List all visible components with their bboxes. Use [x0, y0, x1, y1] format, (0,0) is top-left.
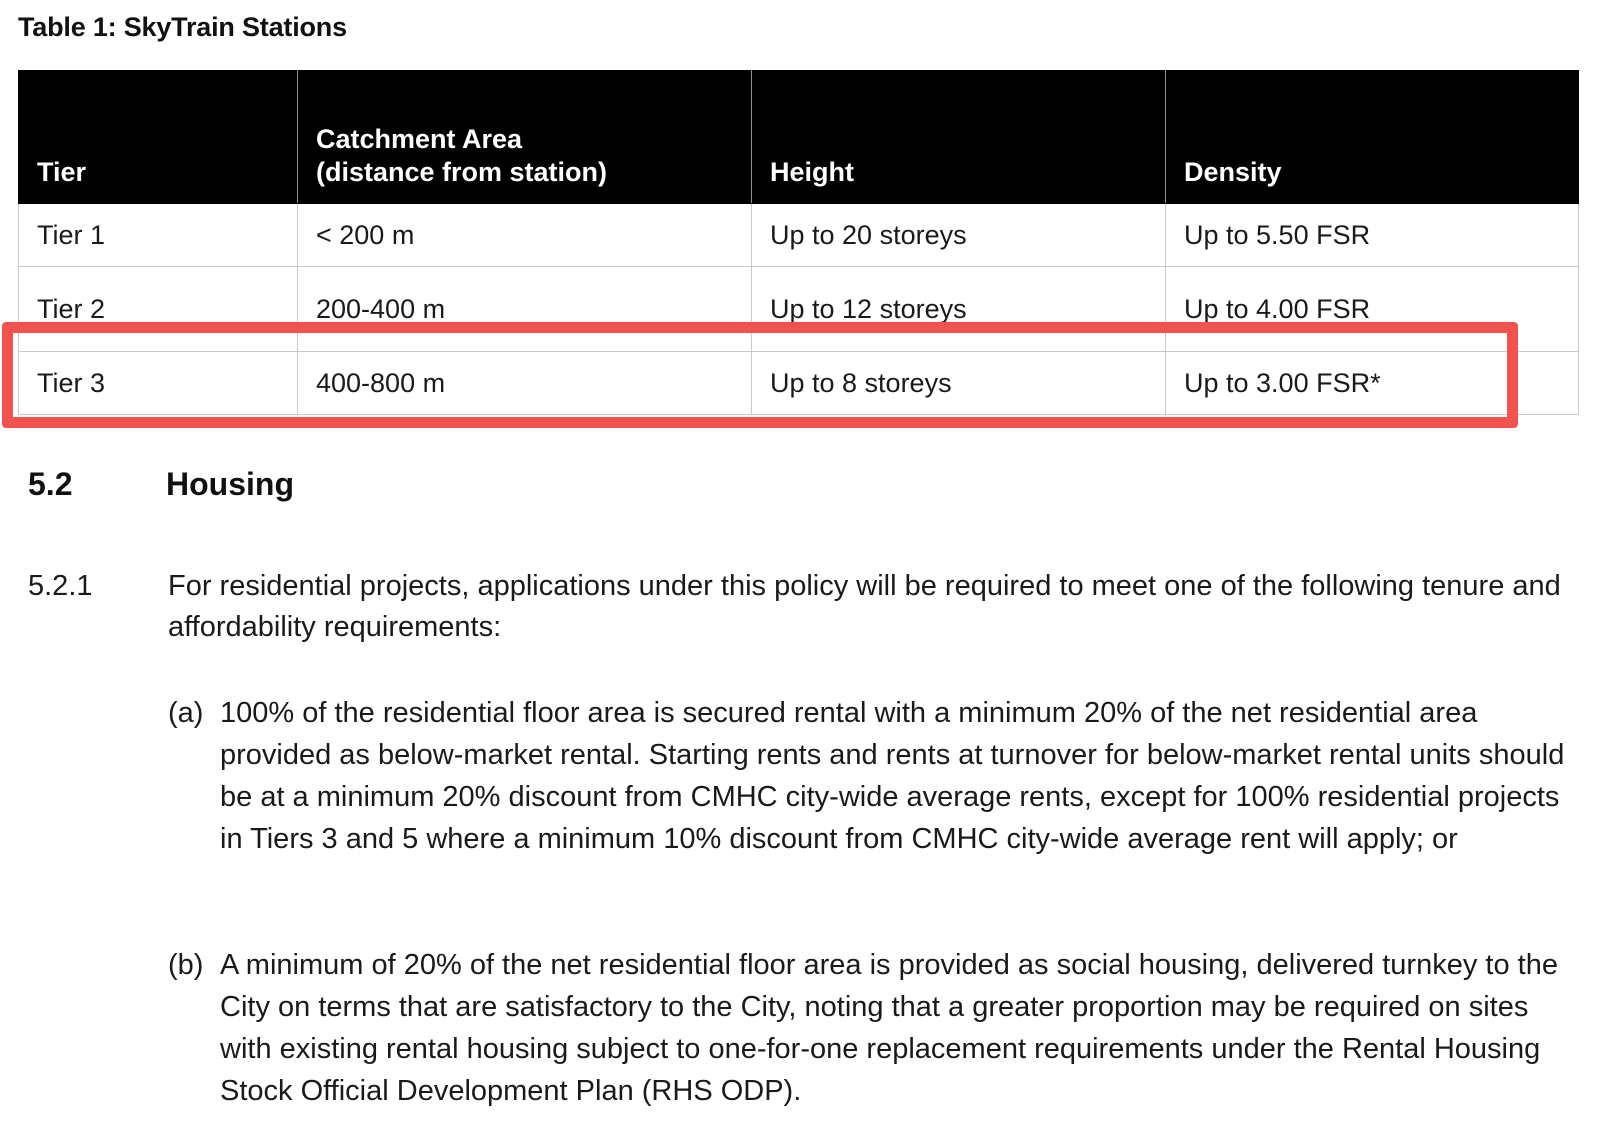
column-header-catchment-area: Catchment Area (distance from station)	[297, 70, 752, 204]
clause-number: 5.2.1	[28, 570, 93, 602]
table-row: Tier 1 < 200 m Up to 20 storeys Up to 5.…	[18, 203, 1579, 267]
sub-item-b-letter: (b)	[168, 949, 204, 981]
column-header-height: Height	[751, 70, 1166, 204]
column-header-catchment-line-2: (distance from station)	[316, 157, 608, 188]
clause-5-2-1: 5.2.1 For residential projects, applicat…	[28, 566, 1573, 648]
column-header-height-line-1: Height	[770, 157, 854, 188]
cell-catchment: < 200 m	[297, 203, 752, 267]
cell-density: Up to 3.00 FSR*	[1165, 351, 1579, 415]
sub-item-b: (b) A minimum of 20% of the net resident…	[168, 944, 1573, 1112]
cell-height: Up to 20 storeys	[751, 203, 1166, 267]
table-header-row: Tier Catchment Area (distance from stati…	[18, 70, 1579, 204]
table-row: Tier 2 200-400 m Up to 12 storeys Up to …	[18, 266, 1579, 352]
sub-item-a-letter: (a)	[168, 697, 204, 729]
cell-tier: Tier 1	[18, 203, 298, 267]
column-header-tier: Tier	[18, 70, 298, 204]
cell-density: Up to 5.50 FSR	[1165, 203, 1579, 267]
table-caption: Table 1: SkyTrain Stations	[18, 12, 347, 42]
skytrain-stations-table: Tier Catchment Area (distance from stati…	[18, 70, 1579, 415]
sub-item-b-text: A minimum of 20% of the net residential …	[220, 949, 1558, 1108]
cell-tier: Tier 3	[18, 351, 298, 415]
section-heading: 5.2 Housing	[28, 466, 1568, 503]
column-header-tier-line-1: Tier	[37, 157, 87, 188]
column-header-density-line-1: Density	[1184, 157, 1282, 188]
column-header-catchment-line-1: Catchment Area	[316, 124, 523, 155]
cell-catchment: 200-400 m	[297, 266, 752, 352]
sub-item-a-text: 100% of the residential floor area is se…	[220, 697, 1565, 856]
cell-height: Up to 12 storeys	[751, 266, 1166, 352]
section-number: 5.2	[28, 466, 73, 502]
table-body: Tier 1 < 200 m Up to 20 storeys Up to 5.…	[18, 203, 1579, 415]
table-header: Tier Catchment Area (distance from stati…	[18, 70, 1579, 204]
cell-catchment: 400-800 m	[297, 351, 752, 415]
table-container: Tier Catchment Area (distance from stati…	[2, 70, 1579, 428]
sub-item-a: (a) 100% of the residential floor area i…	[168, 692, 1573, 860]
cell-height: Up to 8 storeys	[751, 351, 1166, 415]
cell-tier: Tier 2	[18, 266, 298, 352]
table-row: Tier 3 400-800 m Up to 8 storeys Up to 3…	[18, 351, 1579, 415]
column-header-density: Density	[1165, 70, 1579, 204]
clause-text: For residential projects, applications u…	[168, 570, 1561, 644]
section-title: Housing	[166, 466, 294, 502]
cell-density: Up to 4.00 FSR	[1165, 266, 1579, 352]
